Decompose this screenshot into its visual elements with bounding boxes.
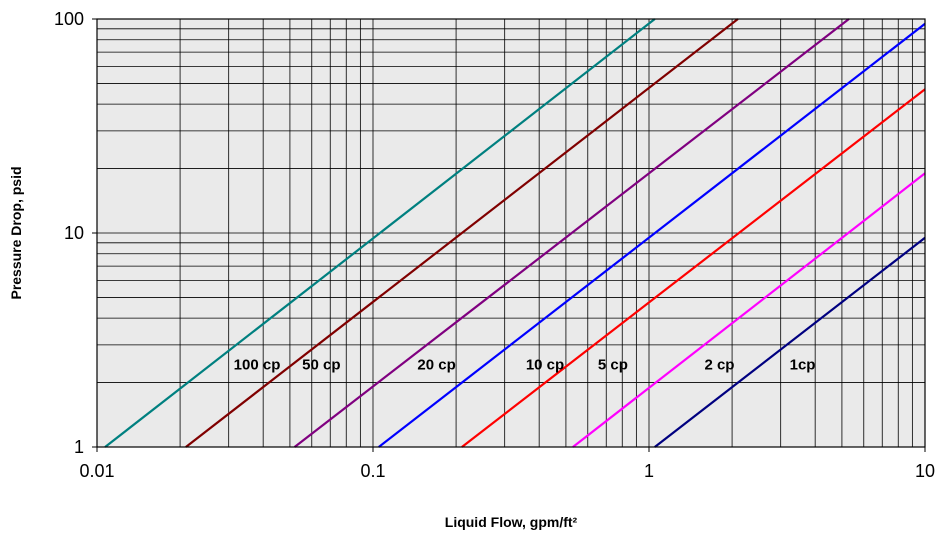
x-tick-labels: 0.01 0.1 1 10: [79, 461, 935, 481]
series-line: [654, 236, 926, 448]
x-tick-label: 1: [644, 461, 654, 481]
y-tick-label: 1: [74, 437, 84, 457]
y-tick-label: 10: [64, 223, 84, 243]
series-line: [185, 18, 739, 448]
series-label: 5 cp: [598, 357, 628, 374]
series-line: [293, 18, 850, 448]
x-axis-title: Liquid Flow, gpm/ft²: [445, 514, 578, 530]
series-line: [104, 18, 656, 448]
series-label: 20 cp: [417, 357, 455, 374]
series-label: 2 cp: [704, 357, 734, 374]
y-tick-labels: 1 10 100: [54, 9, 84, 457]
series-label: 100 cp: [234, 357, 281, 374]
plot-border: [96, 18, 926, 448]
x-tick-label: 10: [915, 461, 935, 481]
series-label: 1cp: [790, 357, 816, 374]
y-tick-label: 100: [54, 9, 84, 29]
x-tick-label: 0.1: [360, 461, 385, 481]
series-lines: [104, 18, 926, 448]
series-line: [572, 172, 926, 448]
x-tick-label: 0.01: [79, 461, 114, 481]
series-line: [461, 88, 926, 448]
series-label: 50 cp: [302, 357, 340, 374]
series-line: [378, 22, 926, 448]
series-label: 10 cp: [526, 357, 564, 374]
series-labels: 100 cp 50 cp 20 cp 10 cp 5 cp 2 cp 1cp: [234, 357, 816, 374]
y-axis-title: Pressure Drop, psid: [8, 166, 24, 299]
